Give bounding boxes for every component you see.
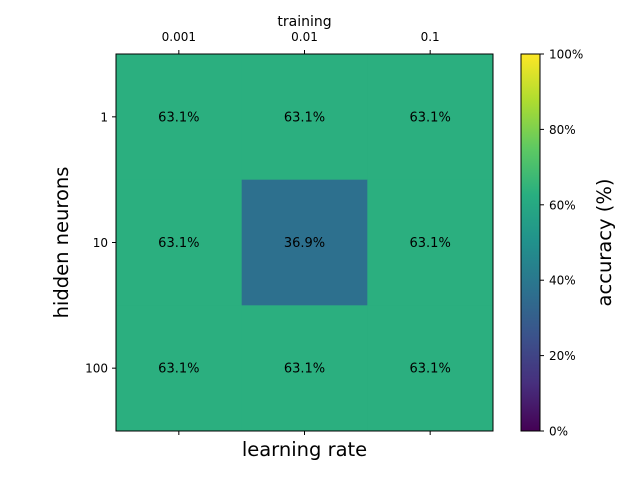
- colorbar-tick-label: 0%: [549, 425, 568, 439]
- colorbar: [520, 53, 541, 432]
- cell-value-label: 63.1%: [410, 110, 451, 125]
- chart-title: training: [277, 14, 331, 30]
- heatmap-cell: [116, 54, 243, 181]
- x-axis-label: learning rate: [242, 438, 367, 461]
- heatmap-cell: [241, 305, 368, 432]
- colorbar-ticks: 0% 20% 40% 60% 80% 100%: [540, 48, 583, 439]
- x-tick-label: 0.001: [162, 30, 196, 44]
- heatmap-cell: [116, 305, 243, 432]
- colorbar-tick-label: 40%: [549, 274, 576, 288]
- y-axis-label: hidden neurons: [50, 167, 73, 319]
- y-tick-label: 100: [85, 362, 108, 376]
- colorbar-tick-label: 80%: [549, 123, 576, 137]
- cell-value-label: 36.9%: [284, 236, 325, 251]
- heatmap-cell: [367, 305, 494, 432]
- heatmap-cell: [367, 179, 494, 306]
- x-tick-label: 0.1: [421, 30, 440, 44]
- y-tick-label: 1: [100, 110, 108, 124]
- heatmap-cells: [116, 54, 494, 432]
- x-tick-label: 0.01: [291, 30, 318, 44]
- colorbar-label: accuracy (%): [593, 179, 616, 307]
- heatmap-cell-labels: 63.1% 63.1% 63.1% 63.1% 36.9% 63.1% 63.1% 63.1%…: [158, 110, 451, 376]
- x-axis-ticks: 0.001 0.01 0.1: [162, 30, 440, 435]
- colorbar-tick-label: 60%: [549, 198, 576, 212]
- y-axis-ticks: 1 10 100: [85, 110, 116, 376]
- colorbar-tick-label: 100%: [549, 48, 583, 62]
- cell-value-label: 63.1%: [158, 110, 199, 125]
- cell-value-label: 63.1%: [284, 110, 325, 125]
- heatmap-cell: [367, 54, 494, 181]
- heatmap-cell: [116, 179, 243, 306]
- cell-value-label: 63.1%: [410, 236, 451, 251]
- colorbar-tick-label: 20%: [549, 349, 576, 363]
- cell-value-label: 63.1%: [158, 362, 199, 377]
- heatmap-cell: [241, 54, 368, 181]
- cell-value-label: 63.1%: [284, 362, 325, 377]
- cell-value-label: 63.1%: [158, 236, 199, 251]
- heatmap-cell: [241, 179, 368, 306]
- y-tick-label: 10: [93, 236, 108, 250]
- cell-value-label: 63.1%: [410, 362, 451, 377]
